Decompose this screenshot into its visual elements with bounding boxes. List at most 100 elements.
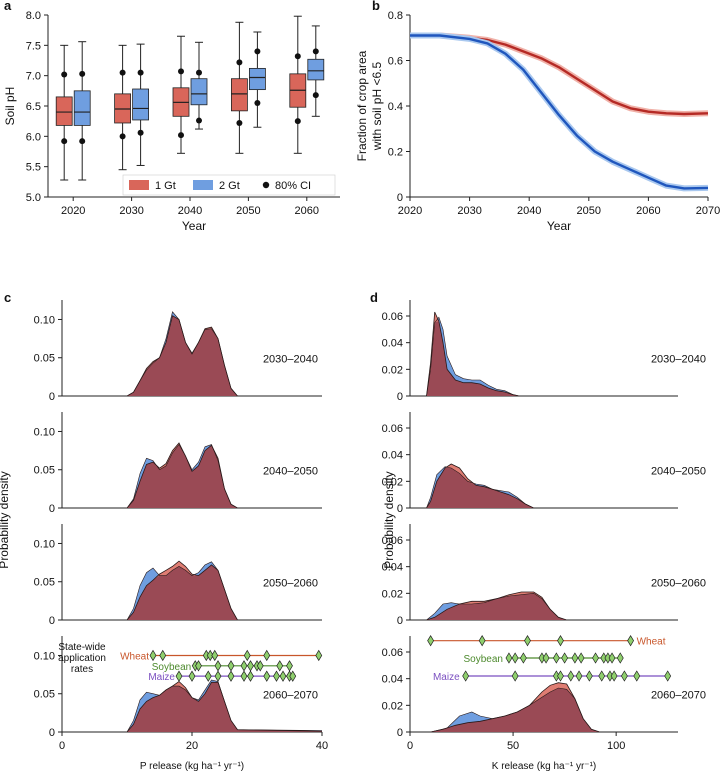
- panel-letter-a: a: [4, 0, 12, 13]
- ci-point: [119, 69, 126, 76]
- y-tick-label: 7.0: [26, 71, 41, 83]
- rate-marker: [289, 670, 297, 682]
- density-outline-2gt: [126, 311, 238, 397]
- panel-d-density: 0 0.02 0.04 0.06 2030–2040 0 0.02 0.04 0.06 2040–…: [382, 300, 706, 772]
- density-overlap: [127, 682, 322, 732]
- panel-letter-b: b: [372, 0, 380, 13]
- ci-point: [119, 133, 126, 140]
- rate-marker: [557, 634, 564, 647]
- x-tick-label: 2060: [295, 205, 319, 217]
- period-label: 2060–2070: [263, 690, 318, 702]
- legend-swatch-g1: [129, 180, 149, 190]
- rate-marker: [511, 652, 519, 664]
- rate-marker: [159, 649, 167, 662]
- y-tick-label: 0.4: [388, 101, 403, 113]
- y-tick-label: 0.02: [382, 700, 403, 712]
- rate-label-wheat: Wheat: [120, 651, 149, 662]
- rate-marker: [577, 652, 585, 664]
- ci-point: [178, 132, 184, 139]
- y-tick-label: 0: [397, 391, 403, 403]
- y-tick-label: 0.10: [34, 538, 55, 550]
- y-tick-label: 5.0: [26, 192, 41, 204]
- rate-marker: [552, 652, 560, 664]
- box-g1: [114, 93, 131, 124]
- y-axis-label-line2: with soil pH <6.5: [370, 61, 384, 151]
- box-g1: [55, 96, 73, 126]
- ci-point: [79, 70, 86, 77]
- rate-marker: [276, 660, 284, 672]
- rate-marker: [598, 670, 606, 682]
- legend-label-ci: 80% CI: [275, 180, 311, 192]
- y-tick-label: 0: [397, 727, 403, 739]
- legend-ci-marker: [262, 181, 270, 189]
- rate-marker: [315, 649, 323, 662]
- x-tick-label: 50: [507, 740, 519, 752]
- y-tick-label: 0.10: [34, 314, 55, 326]
- density-outline-2gt: [126, 561, 238, 621]
- period-label: 2050–2060: [651, 578, 706, 590]
- density-outline-1gt: [126, 442, 238, 509]
- rate-marker: [286, 660, 293, 672]
- ci-point: [137, 69, 144, 76]
- rate-marker: [427, 634, 435, 647]
- period-label: 2050–2060: [263, 578, 318, 590]
- x-tick-label: 2030: [457, 205, 481, 217]
- y-axis-label: Probability density: [382, 471, 396, 568]
- ci-point: [254, 99, 261, 106]
- x-axis-label: K release (kg ha⁻¹ yr⁻¹): [492, 761, 596, 772]
- y-tick-label: 0: [397, 615, 403, 627]
- rate-marker: [585, 670, 593, 682]
- y-tick-label: 0.10: [34, 650, 55, 662]
- rate-marker: [478, 634, 486, 647]
- rate-marker: [227, 670, 235, 682]
- x-tick-label: 2050: [577, 205, 601, 217]
- ci-point: [61, 71, 68, 78]
- legend-box: [122, 174, 336, 196]
- y-tick-label: 0.05: [34, 465, 55, 477]
- legend-swatch-g2: [193, 180, 213, 190]
- rate-marker: [557, 670, 564, 682]
- ci-point: [196, 69, 202, 76]
- ci-point: [61, 138, 68, 145]
- box-g2: [248, 67, 266, 91]
- x-tick-label: 20: [186, 740, 198, 752]
- y-tick-label: 0: [49, 503, 55, 515]
- y-tick-label: 0.02: [382, 364, 403, 376]
- rate-marker: [214, 670, 222, 682]
- rates-title-3: rates: [71, 664, 93, 675]
- rate-marker: [462, 670, 470, 682]
- y-tick-label: 0: [49, 727, 55, 739]
- rate-marker: [211, 649, 219, 662]
- y-axis-label: Probability density: [0, 471, 11, 568]
- y-tick-label: 0: [397, 192, 403, 204]
- rate-marker: [240, 670, 248, 682]
- rate-marker: [240, 660, 248, 672]
- y-tick-label: 6.0: [26, 131, 41, 143]
- rate-marker: [279, 670, 287, 682]
- y-tick-label: 0.05: [34, 577, 55, 589]
- x-tick-label: 2040: [517, 205, 541, 217]
- x-tick-label: 0: [407, 740, 413, 752]
- period-label: 2040–2050: [651, 466, 706, 478]
- rate-label-soybean: Soybean: [463, 654, 502, 665]
- density-outline-2gt: [426, 466, 534, 509]
- x-tick-label: 2070: [696, 205, 720, 217]
- ci-point: [312, 48, 319, 55]
- ci-point: [178, 68, 184, 75]
- x-tick-label: 0: [59, 740, 65, 752]
- period-label: 2040–2050: [263, 466, 318, 478]
- panel-letter-d: d: [370, 290, 378, 305]
- rate-marker: [571, 652, 579, 664]
- ci-point: [236, 59, 243, 66]
- period-label: 2060–2070: [651, 690, 706, 702]
- rate-marker: [616, 652, 624, 664]
- y-tick-label: 7.5: [26, 40, 41, 52]
- x-tick-label: 2040: [178, 205, 202, 217]
- x-tick-label: 100: [607, 740, 625, 752]
- density-overlap: [426, 468, 534, 508]
- series-line-g1: [410, 34, 709, 116]
- rate-marker: [519, 652, 527, 664]
- panel-b-line-chart: 0 0.2 0.4 0.6 0.8 2020 2030 2040 2050 2060 2070 Yea…: [355, 10, 720, 233]
- y-tick-label: 0.06: [382, 647, 403, 659]
- rate-marker: [627, 634, 634, 647]
